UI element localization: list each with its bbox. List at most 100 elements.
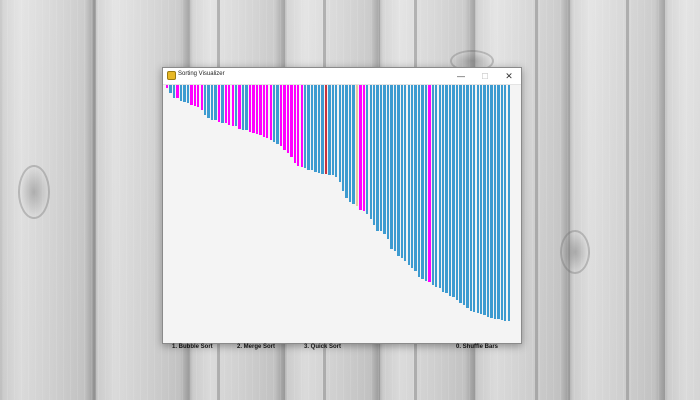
sort-bar [255,85,259,134]
sort-bar [359,85,362,210]
sort-bar [345,85,348,198]
sort-bar [335,85,338,177]
sort-bar [483,85,486,315]
window-title: Sorting Visualizer [178,71,225,77]
sort-bar [293,85,297,163]
sort-bar [476,85,479,313]
sort-bar [348,85,352,202]
sort-bar [493,85,497,319]
sort-bar [393,85,397,251]
sort-bar [369,85,372,219]
sort-bar [469,85,472,311]
sort-bar [314,85,317,172]
sort-bar [397,85,400,256]
sort-bar [276,85,279,144]
wood-knot [560,230,590,274]
sort-bar [383,85,386,234]
sort-bar [321,85,324,174]
board-gap [93,0,96,400]
sort-bar [169,85,172,93]
merge-sort-option[interactable]: 2. Merge Sort [237,344,276,350]
sort-bar [328,85,331,175]
sort-bar [424,85,428,281]
sort-bar [179,85,183,101]
sort-bar [355,85,359,206]
sort-bar [379,85,383,231]
sort-bar [190,85,193,105]
sort-bar [438,85,441,288]
sort-bar [466,85,469,308]
sort-bar [279,85,283,146]
sort-bar [404,85,407,261]
sort-bar [307,85,310,170]
sort-bar [362,85,366,211]
sort-bar [217,85,221,122]
sort-bar [290,85,293,157]
sort-bar [390,85,393,249]
sort-bar [266,85,269,138]
sort-bar [410,85,414,268]
sort-bar [262,85,265,137]
sort-bar [331,85,334,175]
sort-bar [269,85,272,140]
app-icon [167,71,176,80]
title-bar[interactable]: Sorting Visualizer — ☐ ✕ [163,68,521,85]
sort-bar [272,85,276,142]
sort-bar [373,85,376,225]
board-gap [535,0,538,400]
sort-bar [200,85,203,110]
sort-bar [203,85,207,115]
sort-bar [283,85,286,150]
sort-bar [448,85,452,296]
board-gap [626,0,629,400]
maximize-button[interactable]: ☐ [481,71,489,81]
sort-bar [473,85,476,312]
sort-bar [479,85,483,314]
sort-bar [166,85,169,88]
sort-bar [417,85,421,277]
bars-canvas: 1. Bubble Sort 2. Merge Sort 3. Quick So… [163,85,521,350]
sort-bar [431,85,435,285]
sort-bar [376,85,379,231]
sort-bar [407,85,410,265]
sort-bar [304,85,307,168]
minimize-button[interactable]: — [457,71,465,81]
shuffle-bars-option[interactable]: 0. Shuffle Bars [456,344,499,350]
sort-bar [341,85,345,191]
sort-bar [310,85,314,170]
sort-bar [259,85,262,135]
sort-bar [207,85,210,118]
sort-bar [459,85,462,303]
sort-bar [386,85,390,239]
close-button[interactable]: ✕ [505,70,513,81]
sort-bar [245,85,248,130]
wood-knot [18,165,50,219]
sort-bar [186,85,190,103]
quick-sort-option[interactable]: 3. Quick Sort [304,344,342,350]
sort-bar [462,85,466,305]
sort-bar [324,85,328,174]
sort-bar [445,85,448,293]
sort-bar [241,85,245,130]
sort-bar [183,85,186,102]
sort-bar [221,85,224,123]
sort-bar [486,85,490,317]
sort-bar [193,85,196,106]
sort-bar [214,85,217,120]
sort-bar [176,85,179,98]
sort-bar [435,85,438,287]
sort-bar [286,85,290,153]
sort-bar [366,85,369,214]
bubble-sort-option[interactable]: 1. Bubble Sort [172,344,213,350]
sort-bar [231,85,234,126]
sort-bar [352,85,355,204]
sort-bar [235,85,238,126]
sort-bar [338,85,341,182]
sort-bar [224,85,228,123]
sort-bar [297,85,300,166]
sort-bar [317,85,321,173]
sort-bar [497,85,500,319]
sort-bar [490,85,493,318]
sort-bar [452,85,455,297]
app-window: Sorting Visualizer — ☐ ✕ 1. Bubble Sort … [162,67,522,350]
